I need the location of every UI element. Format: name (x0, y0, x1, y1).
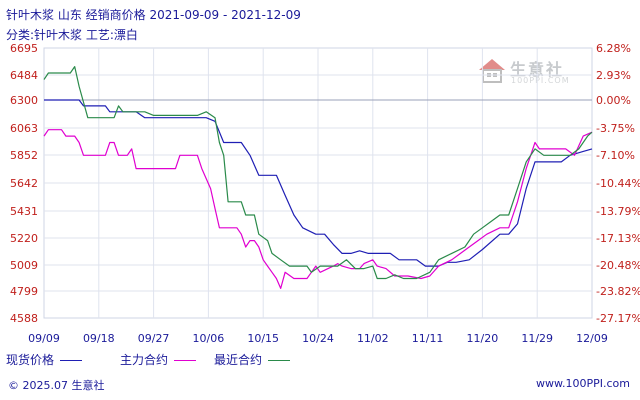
y2-tick-label: -27.17% (596, 312, 640, 325)
y2-tick-label: -7.10% (596, 149, 635, 162)
y-tick-label: 5852 (10, 149, 38, 162)
x-tick-label: 11/29 (521, 332, 553, 345)
y-tick-label: 5642 (10, 177, 38, 190)
chart-subtitle: 分类:针叶木浆 工艺:漂白 (6, 28, 138, 42)
logo-url: 100PPI.COM (511, 76, 570, 85)
y-tick-label: 6484 (10, 69, 38, 82)
y-tick-label: 4799 (10, 285, 38, 298)
legend-swatch (174, 360, 197, 361)
series-line-2 (43, 129, 593, 289)
site-url: www.100PPI.com (536, 377, 630, 390)
legend-label: 现货价格 (6, 353, 55, 367)
series-line-1 (44, 99, 593, 267)
y-tick-label: 5220 (10, 232, 38, 245)
legend-label: 最近合约 (214, 353, 263, 367)
legend-swatch (268, 360, 291, 361)
watermark-logo: 生意社 100PPI.COM (478, 54, 588, 94)
legend-item-spot: 现货价格 (6, 351, 83, 368)
legend-label: 主力合约 (120, 353, 169, 367)
series-line-3 (43, 66, 593, 280)
legend-item-main-contract: 主力合约 (120, 351, 197, 368)
y-tick-label: 5009 (10, 259, 38, 272)
x-tick-label: 09/27 (138, 332, 170, 345)
x-tick-label: 09/09 (28, 332, 60, 345)
x-tick-label: 12/09 (576, 332, 608, 345)
x-tick-label: 10/15 (247, 332, 279, 345)
y2-tick-label: -17.13% (596, 232, 640, 245)
y2-tick-label: -3.75% (596, 122, 635, 135)
y2-tick-label: -13.79% (596, 205, 640, 218)
copyright: © 2025.07 生意社 (8, 379, 105, 392)
x-tick-label: 11/20 (467, 332, 499, 345)
y2-tick-label: -23.82% (596, 285, 640, 298)
y-tick-label: 6300 (10, 94, 38, 107)
x-tick-label: 09/18 (83, 332, 115, 345)
y-tick-label: 6063 (10, 122, 38, 135)
legend-item-nearest-contract: 最近合约 (214, 351, 291, 368)
y2-tick-label: 6.28% (596, 42, 631, 55)
chart-title: 针叶木浆 山东 经销商价格 2021-09-09 - 2021-12-09 (6, 8, 301, 22)
y-tick-label: 6695 (10, 42, 38, 55)
x-tick-label: 10/24 (302, 332, 334, 345)
y-tick-label: 5431 (10, 205, 38, 218)
logo-name: 生意社 (510, 60, 565, 79)
y2-tick-label: 2.93% (596, 69, 631, 82)
x-tick-label: 11/11 (412, 332, 444, 345)
y-tick-label: 4588 (10, 312, 38, 325)
x-tick-label: 10/06 (193, 332, 225, 345)
y2-tick-label: -10.44% (596, 177, 640, 190)
y2-tick-label: 0.00% (596, 94, 631, 107)
x-tick-label: 11/02 (357, 332, 389, 345)
y2-tick-label: -20.48% (596, 259, 640, 272)
legend-swatch (60, 360, 83, 361)
